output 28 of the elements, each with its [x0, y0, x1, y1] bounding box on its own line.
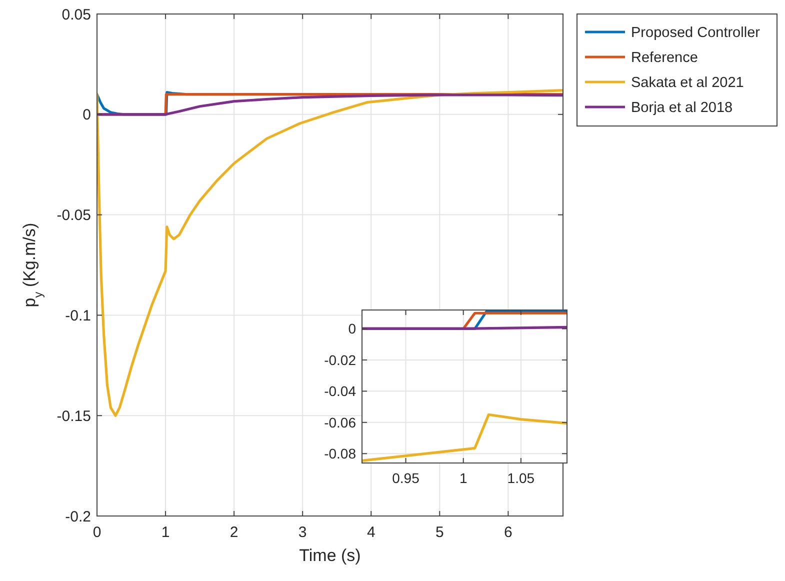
x-tick-label: 5: [435, 524, 444, 541]
y-tick-label: 0.05: [62, 6, 91, 24]
x-tick-label: 1.05: [507, 470, 535, 486]
y-tick-label: -0.08: [324, 446, 356, 462]
x-tick-label: 6: [504, 524, 512, 541]
legend-label: Borja et al 2018: [631, 100, 733, 116]
x-tick-label: 1: [459, 470, 468, 486]
y-tick-label: 0: [348, 320, 356, 337]
y-tick-label: -0.2: [65, 508, 91, 526]
x-tick-label: 0.95: [392, 470, 420, 486]
x-tick-label: 3: [298, 524, 307, 541]
x-tick-label: 0: [92, 524, 102, 541]
y-tick-label: -0.15: [56, 408, 91, 425]
y-tick-label: -0.1: [65, 307, 91, 324]
x-tick-label: 4: [366, 524, 376, 541]
x-tick-label: 2: [230, 524, 238, 541]
y-tick-label: -0.04: [324, 383, 356, 400]
y-tick-label: -0.05: [56, 207, 91, 224]
legend-label: Proposed Controller: [631, 25, 760, 41]
line-series: [97, 89, 563, 417]
legend-label: Reference: [631, 50, 698, 66]
y-tick-label: 0: [82, 106, 91, 124]
y-tick-label: -0.06: [324, 414, 356, 430]
line-series: [362, 413, 567, 462]
x-axis-title: Time (s): [299, 546, 361, 565]
legend-label: Sakata et al 2021: [631, 75, 744, 91]
y-tick-label: -0.02: [324, 352, 356, 368]
x-tick-label: 1: [161, 524, 170, 541]
